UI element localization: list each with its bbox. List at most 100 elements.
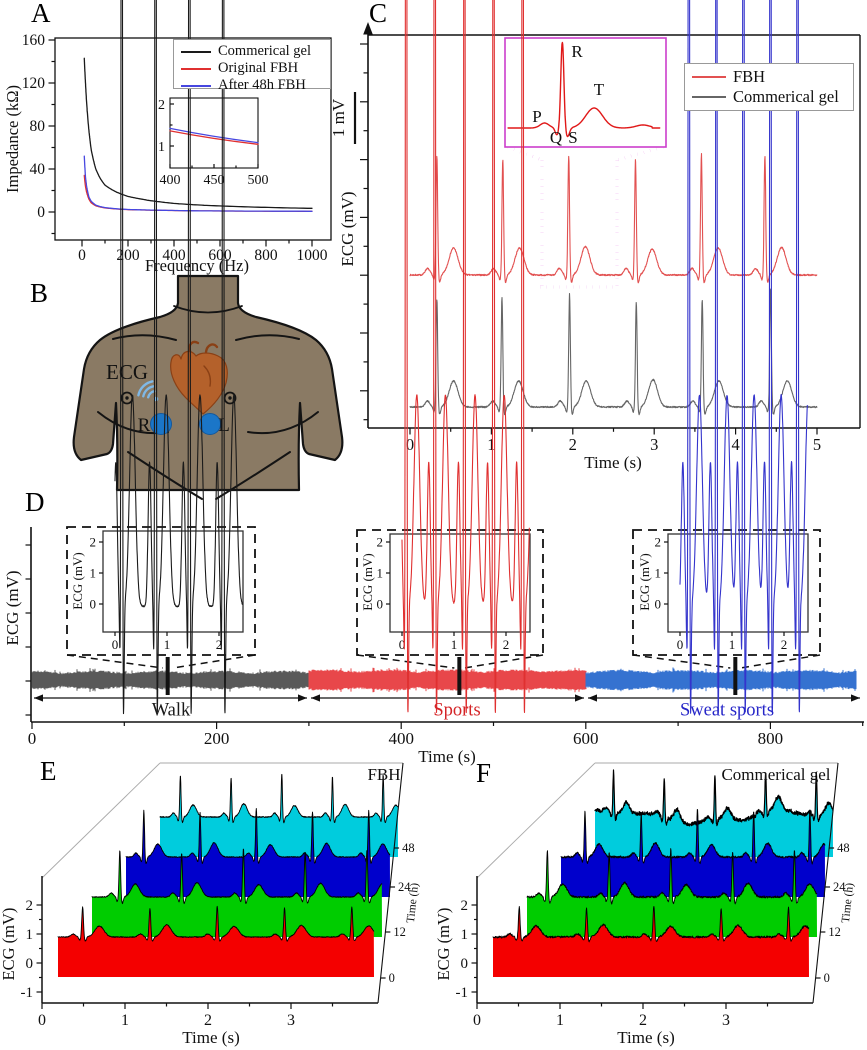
- legend-label: FBH: [733, 67, 766, 86]
- svg-text:48: 48: [402, 841, 415, 855]
- svg-text:1: 1: [729, 637, 736, 652]
- svg-text:120: 120: [22, 75, 46, 92]
- svg-text:T: T: [594, 80, 605, 99]
- svg-text:2: 2: [204, 1012, 212, 1029]
- panel-e-label: E: [40, 756, 57, 786]
- panel-f-xlabel: Time (s): [617, 1028, 675, 1047]
- svg-text:12: 12: [828, 925, 841, 939]
- svg-text:400: 400: [162, 247, 186, 264]
- svg-text:400: 400: [388, 729, 414, 748]
- svg-text:800: 800: [758, 729, 784, 748]
- panel-d-label: D: [25, 487, 45, 517]
- svg-text:1: 1: [556, 1012, 564, 1029]
- svg-text:24: 24: [833, 880, 846, 894]
- panel-f-label: F: [476, 758, 492, 788]
- legend-label: After 48h FBH: [218, 77, 306, 93]
- svg-text:200: 200: [204, 729, 230, 748]
- panel-e-xlabel: Time (s): [182, 1028, 240, 1047]
- svg-text:2: 2: [158, 98, 165, 113]
- svg-text:0: 0: [824, 971, 830, 985]
- svg-text:1: 1: [158, 140, 165, 155]
- svg-text:Q: Q: [550, 128, 562, 147]
- svg-text:R: R: [138, 415, 151, 436]
- svg-text:0: 0: [399, 637, 406, 652]
- svg-text:0: 0: [28, 729, 37, 748]
- svg-text:-1: -1: [456, 985, 469, 1001]
- svg-text:12: 12: [393, 925, 406, 939]
- svg-text:0: 0: [389, 971, 395, 985]
- svg-text:0: 0: [38, 1012, 46, 1029]
- svg-text:500: 500: [248, 173, 269, 188]
- svg-text:4: 4: [731, 435, 739, 454]
- panel-e-title: FBH: [367, 765, 401, 784]
- legend-line-swatch: [692, 96, 726, 98]
- legend-line-swatch: [692, 76, 726, 78]
- panel-f-title: Commerical gel: [721, 765, 831, 784]
- svg-text:160: 160: [22, 32, 46, 49]
- legend-line-swatch: [181, 67, 211, 70]
- svg-text:1: 1: [26, 927, 34, 943]
- svg-text:5: 5: [813, 435, 821, 454]
- svg-text:0: 0: [78, 247, 86, 264]
- svg-text:600: 600: [208, 247, 232, 264]
- svg-text:-1: -1: [21, 985, 34, 1001]
- panel-e-ylabel: ECG (mV): [0, 907, 18, 981]
- svg-text:0: 0: [461, 956, 469, 972]
- svg-text:48: 48: [837, 841, 850, 855]
- svg-text:200: 200: [116, 247, 140, 264]
- panel-a-xlabel: Frequency (Hz): [145, 256, 249, 275]
- svg-text:0: 0: [655, 597, 662, 612]
- legend-item: FBH: [692, 67, 846, 87]
- svg-text:0: 0: [37, 204, 45, 221]
- svg-text:2: 2: [655, 535, 662, 550]
- panel-d-inset1-ylabel: ECG (mV): [70, 552, 85, 610]
- svg-text:3: 3: [722, 1012, 730, 1029]
- svg-text:1: 1: [377, 566, 384, 581]
- svg-text:3: 3: [650, 435, 658, 454]
- panel-c-scalebar-label: 1 mV: [329, 98, 348, 138]
- panel-f-ylabel: ECG (mV): [434, 907, 453, 981]
- svg-text:R: R: [571, 42, 583, 61]
- legend-line-swatch: [181, 50, 211, 53]
- svg-text:2: 2: [461, 898, 469, 914]
- svg-text:1: 1: [461, 927, 469, 943]
- legend-label: Commerical gel: [218, 43, 312, 59]
- panel-d-inset3-ylabel: ECG (mV): [637, 553, 652, 611]
- legend-label: Original FBH: [218, 60, 299, 76]
- svg-text:2: 2: [90, 535, 97, 550]
- svg-text:0: 0: [26, 956, 34, 972]
- segment-label-sports: Sports: [433, 700, 481, 721]
- svg-text:2: 2: [639, 1012, 647, 1029]
- svg-text:2: 2: [503, 637, 510, 652]
- legend-line-swatch: [181, 84, 211, 87]
- svg-text:40: 40: [30, 161, 46, 178]
- legend-item: Commerical gel: [181, 43, 323, 60]
- svg-text:1: 1: [451, 637, 458, 652]
- panel-d-ylabel: ECG (mV): [3, 570, 22, 646]
- svg-text:0: 0: [406, 435, 414, 454]
- segment-label-sweat-sports: Sweat sports: [679, 700, 775, 721]
- svg-text:2: 2: [377, 535, 384, 550]
- svg-text:1: 1: [121, 1012, 129, 1029]
- svg-text:1: 1: [487, 435, 495, 454]
- svg-text:800: 800: [254, 247, 278, 264]
- legend-item: Commerical gel: [692, 87, 846, 107]
- svg-text:600: 600: [573, 729, 599, 748]
- svg-text:1: 1: [164, 637, 171, 652]
- svg-text:2: 2: [216, 637, 223, 652]
- svg-text:1: 1: [655, 566, 662, 581]
- panel-a-ylabel: Impedance (kΩ): [3, 85, 22, 193]
- panel-c-ylabel: ECG (mV): [338, 191, 357, 267]
- svg-text:0: 0: [473, 1012, 481, 1029]
- svg-text:400: 400: [160, 173, 181, 188]
- legend-item: After 48h FBH: [181, 77, 323, 94]
- svg-text:24: 24: [398, 880, 411, 894]
- svg-text:2: 2: [781, 637, 788, 652]
- legend-item: Original FBH: [181, 60, 323, 77]
- svg-text:80: 80: [30, 118, 46, 135]
- svg-text:0: 0: [377, 597, 384, 612]
- legend-label: Commerical gel: [733, 87, 839, 106]
- panel-c-xlabel: Time (s): [584, 453, 642, 472]
- panel-a-legend: Commerical gel Original FBH After 48h FB…: [173, 39, 331, 93]
